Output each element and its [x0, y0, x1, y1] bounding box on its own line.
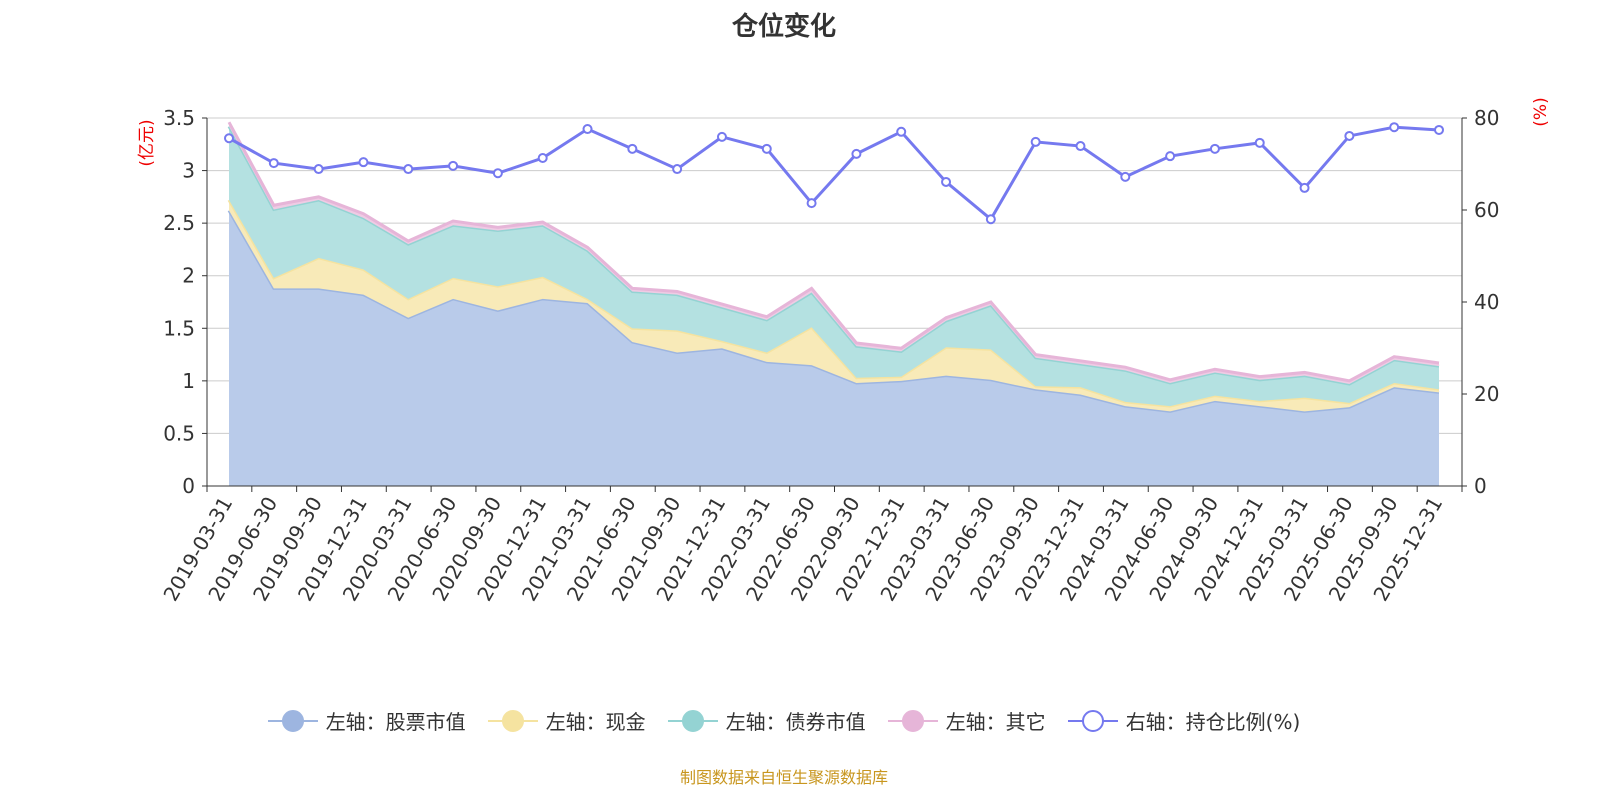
left-tick-label: 0.5 [163, 421, 195, 445]
left-tick-label: 2.5 [163, 211, 195, 235]
left-tick-label: 3 [182, 159, 195, 183]
left-tick-label: 0 [182, 474, 195, 498]
ratio-point [1209, 143, 1220, 154]
legend-marker-icon [267, 709, 318, 732]
left-tick-label: 1 [182, 369, 195, 393]
ratio-point [627, 143, 638, 154]
ratio-point [806, 198, 817, 209]
ratio-point [1075, 141, 1086, 152]
ratio-point [1434, 124, 1444, 135]
legend-marker-icon [667, 709, 718, 732]
area-series-1 [229, 200, 1439, 412]
ratio-point [716, 131, 727, 142]
ratio-point [537, 153, 548, 164]
left-axis-label: (亿元) [137, 119, 157, 166]
legend-label: 左轴：股票市值 [325, 710, 466, 734]
chart-title: 仓位变化 [731, 12, 836, 42]
ratio-point [1299, 182, 1310, 193]
legend-item[interactable]: 左轴：股票市值 [267, 706, 466, 735]
ratio-point [1030, 136, 1041, 147]
right-tick-label: 60 [1474, 198, 1499, 222]
right-tick-label: 40 [1474, 290, 1499, 314]
legend-label: 左轴：债券市值 [725, 710, 866, 734]
left-tick-label: 3.5 [163, 106, 195, 130]
ratio-point [1254, 137, 1265, 148]
line-series-3 [227, 121, 1440, 383]
legend-item[interactable]: 右轴：持仓比例(%) [1067, 706, 1301, 735]
ratio-point [851, 148, 862, 159]
legend-marker-icon [1067, 709, 1118, 732]
right-axis-label: (%) [1531, 97, 1551, 126]
right-tick-label: 80 [1474, 106, 1499, 130]
ratio-point [492, 168, 503, 179]
source-footer: 制图数据来自恒生聚源数据库 [679, 768, 888, 787]
legend-item[interactable]: 左轴：现金 [487, 706, 646, 735]
ratio-point [1120, 171, 1131, 182]
ratio-point [1165, 151, 1176, 162]
ratio-point [268, 158, 279, 169]
legend-item[interactable]: 左轴：其它 [887, 706, 1046, 735]
ratio-point [448, 160, 459, 171]
ratio-point [1344, 130, 1355, 141]
ratio-point [941, 176, 952, 187]
ratio-point [224, 133, 234, 144]
area-series-0 [229, 210, 1439, 487]
left-tick-label: 1.5 [163, 316, 195, 340]
ratio-point [1389, 122, 1400, 133]
right-tick-label: 20 [1474, 382, 1499, 406]
ratio-point [896, 126, 907, 137]
legend-item[interactable]: 左轴：债券市值 [667, 706, 866, 735]
legend-label: 左轴：其它 [945, 710, 1046, 734]
ratio-point [313, 164, 324, 175]
ratio-point [403, 164, 414, 175]
ratio-point [761, 143, 772, 154]
area-series-2 [229, 126, 1439, 407]
ratio-point [358, 157, 369, 168]
right-tick-label: 0 [1474, 474, 1487, 498]
ratio-point [582, 124, 593, 135]
legend-label: 左轴：现金 [545, 710, 646, 734]
left-tick-label: 2 [182, 264, 195, 288]
ratio-line [228, 125, 1440, 222]
legend: 左轴：股票市值 左轴：现金 左轴：债券市值 左轴：其它 右轴：持仓比例(%) [0, 706, 1568, 735]
legend-marker-icon [487, 709, 538, 732]
legend-marker-icon [887, 709, 938, 732]
ratio-point [985, 214, 996, 225]
legend-label: 右轴：持仓比例(%) [1125, 710, 1301, 734]
ratio-point [672, 164, 683, 175]
